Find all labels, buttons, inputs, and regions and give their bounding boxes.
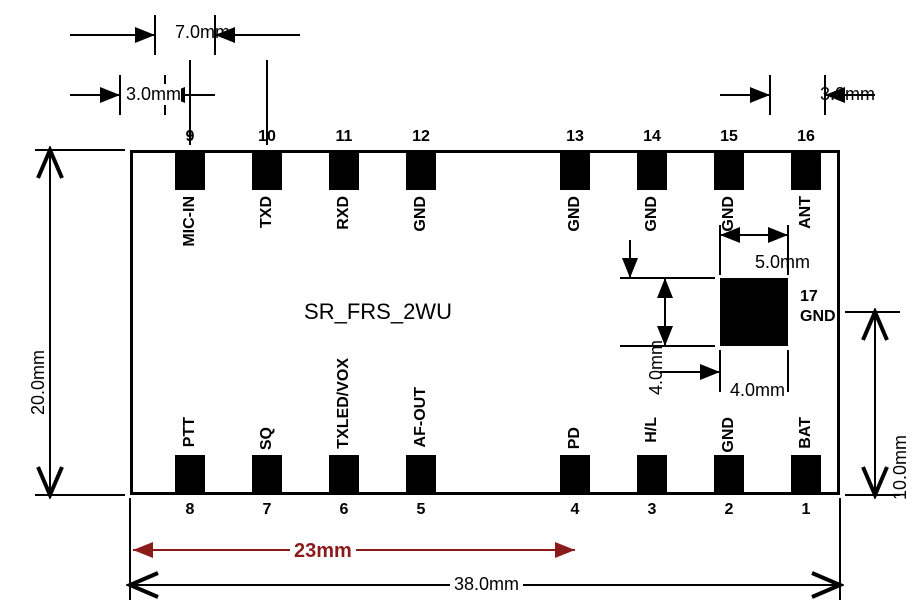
dim-23mm: 23mm <box>290 540 356 563</box>
pin-label-7: SQ <box>258 427 276 450</box>
pin-num-7: 7 <box>263 501 272 519</box>
pin-num-5: 5 <box>417 501 426 519</box>
dim-5mm: 5.0mm <box>755 252 810 273</box>
pin-num-11: 11 <box>336 128 353 146</box>
diagram-canvas: SR_FRS_2WU 17 GND 9MIC-IN10TXD11RXD12GND… <box>0 0 922 607</box>
pin-num-3: 3 <box>648 501 657 519</box>
pin-num-14: 14 <box>643 128 661 146</box>
pin-num-1: 1 <box>802 501 811 519</box>
pin-num-16: 16 <box>797 128 815 146</box>
pin-num-17: 17 <box>800 288 818 306</box>
pad-9 <box>175 150 205 190</box>
pin-num-9: 9 <box>186 128 195 146</box>
dim-4mm-h: 4.0mm <box>730 380 785 401</box>
pin-label-12: GND <box>412 196 430 232</box>
pin-num-4: 4 <box>571 501 580 519</box>
dim-20mm: 20.0mm <box>28 350 49 415</box>
pad-2 <box>714 455 744 495</box>
pin-num-15: 15 <box>720 128 738 146</box>
dim-3mm-left: 3.0mm <box>126 84 181 105</box>
pad-7 <box>252 455 282 495</box>
pin-label-17: GND <box>800 308 836 326</box>
pad-15 <box>714 150 744 190</box>
pin-label-10: TXD <box>258 196 276 228</box>
pin-label-15: GND <box>720 196 738 232</box>
pin-label-2: GND <box>720 417 738 453</box>
dim-38mm: 38.0mm <box>450 574 523 595</box>
pad-8 <box>175 455 205 495</box>
dim-7mm: 7.0mm <box>175 22 230 43</box>
pad-17 <box>720 278 788 346</box>
pad-5 <box>406 455 436 495</box>
pin-label-5: AF-OUT <box>412 387 430 447</box>
pin-label-4: PD <box>566 427 584 449</box>
pin-label-3: H/L <box>643 417 661 443</box>
dim-10mm: 10.0mm <box>890 435 911 500</box>
pin-label-13: GND <box>566 196 584 232</box>
pin-num-10: 10 <box>258 128 276 146</box>
pad-11 <box>329 150 359 190</box>
pin-num-2: 2 <box>725 501 734 519</box>
pad-16 <box>791 150 821 190</box>
pin-label-1: BAT <box>797 417 815 449</box>
pin-label-8: PTT <box>181 417 199 447</box>
pin-num-8: 8 <box>186 501 195 519</box>
dim-4mm-v: 4.0mm <box>646 340 667 395</box>
pin-label-11: RXD <box>335 196 353 230</box>
pin-num-12: 12 <box>412 128 430 146</box>
pad-6 <box>329 455 359 495</box>
dim-3mm-right: 3.0mm <box>820 84 875 105</box>
pad-3 <box>637 455 667 495</box>
pad-14 <box>637 150 667 190</box>
pin-label-9: MIC-IN <box>181 196 199 247</box>
pad-4 <box>560 455 590 495</box>
pad-13 <box>560 150 590 190</box>
pad-10 <box>252 150 282 190</box>
pin-num-13: 13 <box>566 128 584 146</box>
pad-12 <box>406 150 436 190</box>
pad-1 <box>791 455 821 495</box>
pin-label-14: GND <box>643 196 661 232</box>
module-name: SR_FRS_2WU <box>304 299 452 325</box>
pin-num-6: 6 <box>340 501 349 519</box>
pin-label-6: TXLED/VOX <box>335 358 353 449</box>
pin-label-16: ANT <box>797 196 815 229</box>
